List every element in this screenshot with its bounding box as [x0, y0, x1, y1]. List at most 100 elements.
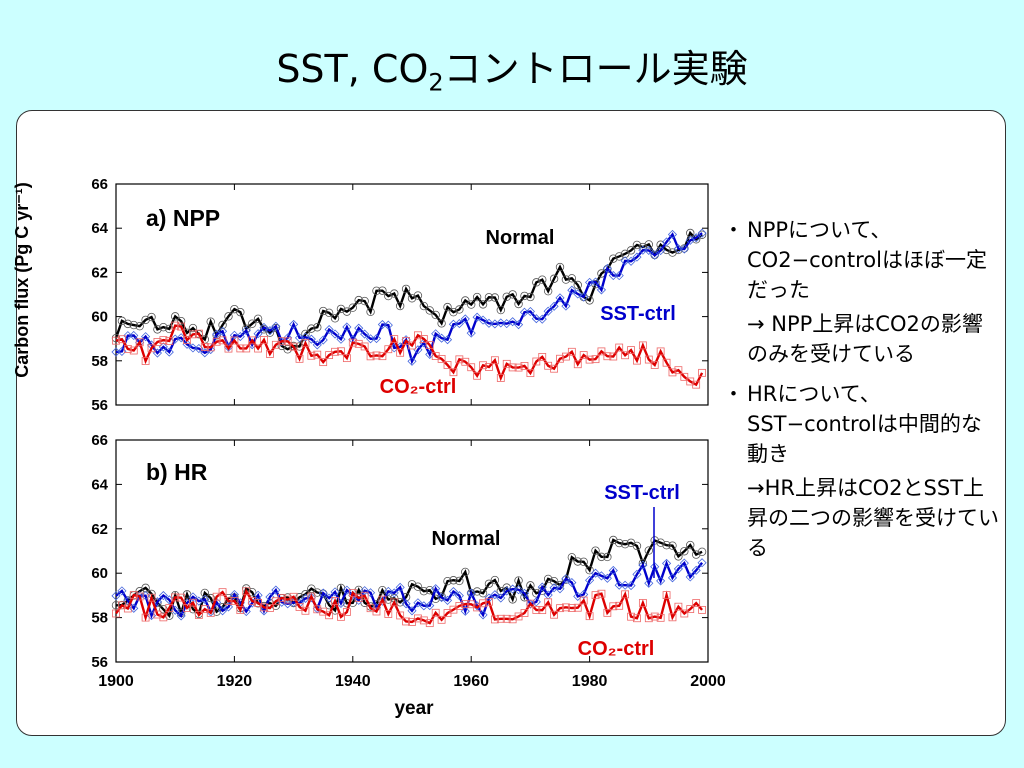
series-point-normal: [532, 278, 541, 287]
series-annotation: CO₂-ctrl: [380, 376, 457, 398]
series-point-co2: [461, 600, 470, 608]
series-point-normal: [455, 576, 464, 586]
series-point-co2: [455, 602, 464, 610]
series-point-sst: [448, 586, 459, 597]
series-point-normal: [324, 308, 334, 318]
series-point-co2: [479, 361, 487, 370]
series-point-co2: [165, 604, 174, 612]
series-point-co2: [473, 371, 482, 380]
series-point-co2: [360, 591, 369, 600]
series-point-co2: [230, 597, 239, 605]
series-point-co2: [372, 607, 381, 616]
series-point-sst: [330, 329, 340, 339]
series-point-normal: [354, 585, 363, 595]
series-point-co2: [538, 606, 547, 615]
series-point-co2: [408, 341, 416, 350]
series-point-sst: [638, 560, 648, 570]
series-point-normal: [615, 252, 624, 261]
series-point-sst: [632, 569, 642, 579]
series-point-normal: [567, 274, 577, 283]
series-point-co2: [496, 374, 505, 382]
series-point-co2: [123, 604, 132, 613]
series-point-co2: [532, 357, 541, 366]
series-point-co2: [621, 351, 630, 360]
series-point-normal: [549, 576, 559, 586]
series-point-normal: [153, 325, 162, 334]
series-point-co2: [638, 598, 647, 607]
series-point-normal: [461, 296, 470, 305]
series-point-co2: [567, 604, 576, 612]
series-point-sst: [442, 595, 453, 605]
series-point-co2: [520, 362, 529, 370]
series-annotation: SST-ctrl: [600, 303, 676, 325]
series-point-sst: [691, 565, 701, 575]
series-point-normal: [188, 323, 198, 333]
series-point-co2: [520, 609, 529, 617]
series-point-sst: [519, 588, 530, 598]
series-point-co2: [615, 601, 624, 610]
series-point-co2: [171, 321, 180, 330]
series-point-normal: [478, 300, 488, 309]
series-point-normal: [372, 286, 381, 295]
series-point-co2: [348, 338, 357, 347]
x-tick-label: 1900: [98, 673, 134, 690]
x-tick-label: 1960: [453, 673, 489, 690]
series-point-normal: [543, 286, 553, 296]
series-point-normal: [514, 576, 523, 585]
series-point-sst: [656, 245, 666, 256]
series-point-co2: [141, 613, 150, 622]
series-point-sst: [389, 588, 399, 598]
series-point-co2: [283, 337, 292, 346]
series-point-normal: [526, 581, 535, 590]
series-point-sst: [188, 343, 198, 353]
series-point-normal: [395, 301, 405, 311]
series-point-co2: [331, 347, 339, 356]
series-point-co2: [526, 599, 535, 608]
series-point-co2: [508, 615, 517, 624]
series-point-sst: [437, 333, 447, 343]
series-point-normal: [668, 248, 677, 257]
series-point-sst: [585, 575, 595, 585]
series-point-sst: [614, 580, 624, 590]
series-point-normal: [431, 310, 440, 320]
series-point-sst: [229, 589, 239, 600]
series-point-normal: [401, 284, 411, 294]
series-point-co2: [337, 347, 345, 356]
series-point-normal: [224, 312, 233, 321]
series-point-normal: [561, 275, 571, 284]
series-point-co2: [212, 592, 221, 601]
series-point-sst: [472, 312, 482, 322]
series-point-normal: [419, 586, 429, 596]
series-point-co2: [443, 361, 452, 369]
x-tick-label: 1940: [335, 673, 371, 690]
series-point-co2: [425, 619, 434, 628]
series-point-co2: [260, 603, 268, 612]
series-point-co2: [384, 345, 393, 354]
series-point-co2: [396, 348, 405, 357]
series-point-sst: [478, 610, 488, 620]
series-point-co2: [449, 368, 458, 377]
series-point-normal: [212, 607, 221, 616]
series-point-normal: [567, 553, 577, 562]
series-point-co2: [686, 605, 695, 613]
series-point-co2: [615, 343, 624, 352]
series-point-co2: [656, 613, 665, 622]
series-point-co2: [212, 337, 221, 346]
series-point-co2: [538, 353, 547, 361]
series-point-sst: [626, 581, 636, 591]
y-tick-label: 58: [91, 353, 108, 370]
series-point-sst: [135, 338, 145, 348]
series-point-sst: [217, 606, 228, 616]
series-point-co2: [502, 614, 511, 623]
series-point-co2: [159, 613, 168, 622]
series-point-co2: [532, 606, 541, 614]
series-point-normal: [615, 538, 624, 548]
series-point-sst: [697, 228, 707, 238]
series-point-normal: [585, 566, 594, 575]
series-point-co2: [585, 612, 594, 621]
series-point-co2: [656, 347, 665, 356]
x-tick-label: 2000: [690, 673, 726, 690]
series-point-co2: [425, 341, 434, 349]
y-tick-label: 66: [91, 176, 108, 193]
series-point-co2: [331, 597, 339, 605]
